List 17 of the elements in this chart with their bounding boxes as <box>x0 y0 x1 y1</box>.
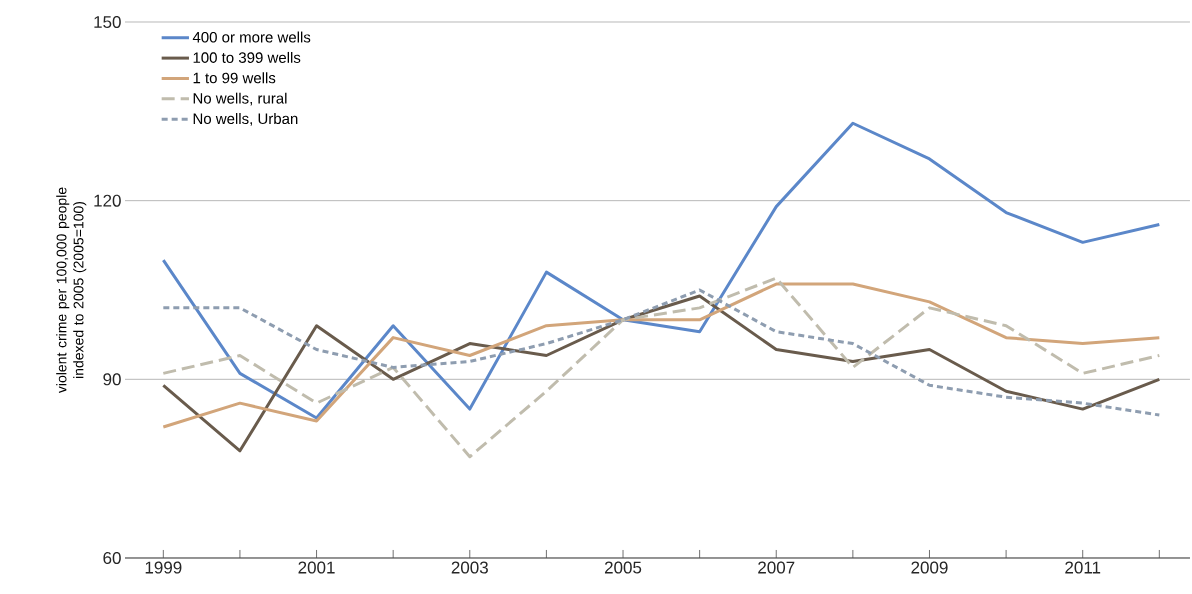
x-tick-label: 2003 <box>451 561 488 574</box>
x-tick-label: 2001 <box>298 561 335 574</box>
legend-label: 400 or more wells <box>192 31 311 43</box>
x-tick-label: 2009 <box>911 561 948 574</box>
legend-label: No wells, Urban <box>193 113 298 126</box>
legend-label: No wells, rural <box>193 92 287 106</box>
y-tick-label: 90 <box>103 373 121 386</box>
y-tick-label: 150 <box>94 15 121 29</box>
x-tick-label: 1999 <box>145 561 182 574</box>
legend-label: 1 to 99 wells <box>193 72 276 84</box>
y-tick-label: 120 <box>94 194 121 207</box>
y-axis-title: violent crime per 100,000 people indexed to 2005 (2005=100) <box>56 187 87 394</box>
x-tick-label: 2011 <box>1065 561 1101 574</box>
y-tick-label: 60 <box>103 551 121 565</box>
legend-label: 100 to 399 wells <box>193 51 301 63</box>
x-tick-label: 2007 <box>758 561 795 574</box>
x-tick-label: 2005 <box>604 561 642 574</box>
